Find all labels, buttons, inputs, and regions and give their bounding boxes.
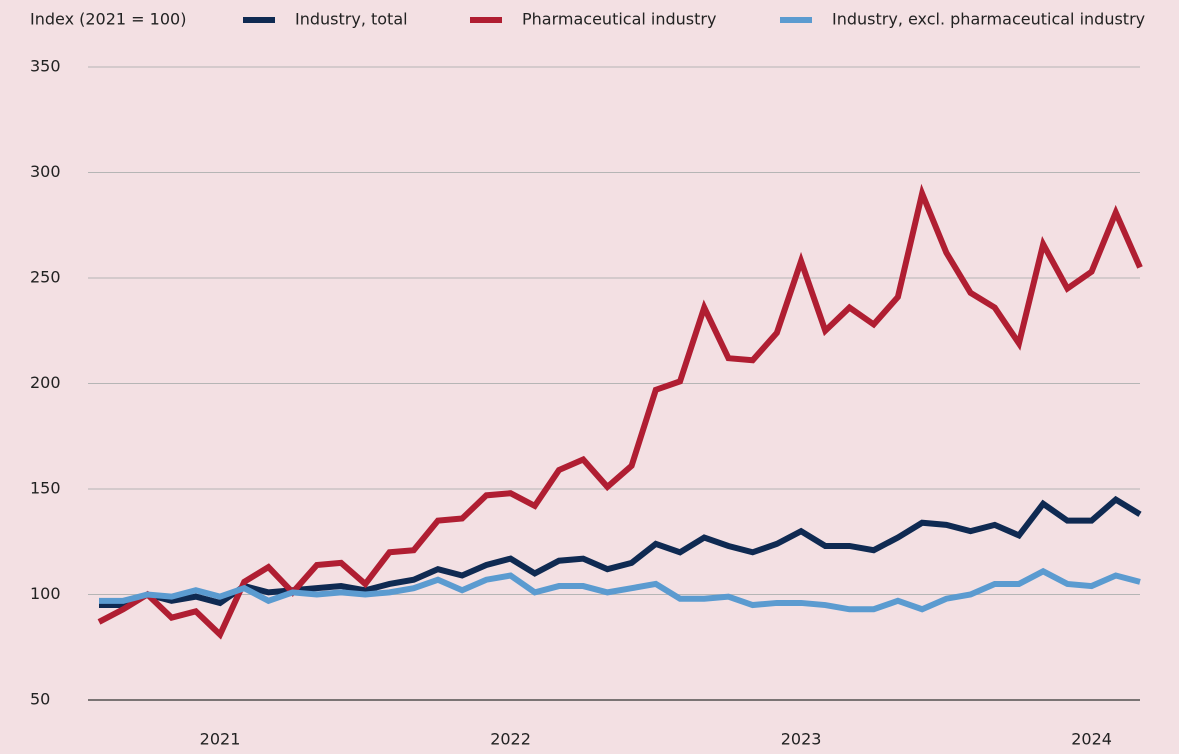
y-tick-label: 250 xyxy=(30,268,61,287)
y-tick-label: 150 xyxy=(30,479,61,498)
y-tick-label: 100 xyxy=(30,584,61,603)
series-line xyxy=(99,567,1141,613)
y-axis-label: Index (2021 = 100) xyxy=(30,10,186,29)
y-tick-label: 200 xyxy=(30,373,61,392)
y-tick-label: 300 xyxy=(30,162,61,181)
x-tick-label: 2021 xyxy=(200,730,241,749)
x-tick-label: 2023 xyxy=(781,730,822,749)
x-tick-label: 2022 xyxy=(490,730,531,749)
legend-label: Industry, excl. pharmaceutical industry xyxy=(832,10,1145,29)
x-tick-label: 2024 xyxy=(1071,730,1112,749)
legend-label: Industry, total xyxy=(295,10,408,29)
y-tick-label: 50 xyxy=(30,690,50,709)
series-line xyxy=(99,495,1142,609)
series-line xyxy=(97,183,1143,640)
legend-label: Pharmaceutical industry xyxy=(522,10,716,29)
y-tick-label: 350 xyxy=(30,57,61,76)
